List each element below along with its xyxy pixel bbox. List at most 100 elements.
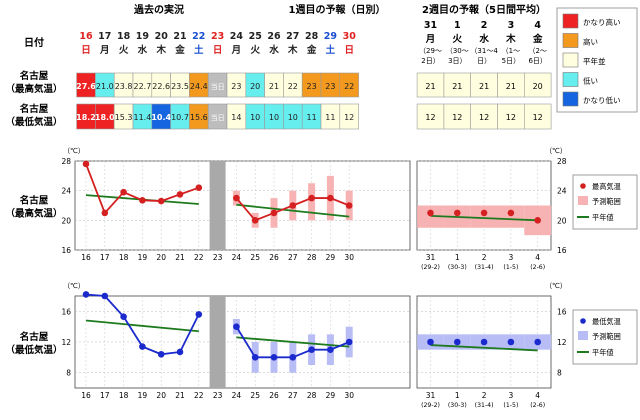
observed-line-point-17 [101, 209, 109, 217]
min-row-label-city: 名古屋 [20, 103, 49, 115]
date-weekday-28: 金 [306, 44, 317, 56]
w2-max-cell-4 [523, 72, 552, 98]
legend-marker-series [580, 318, 586, 324]
chart-row-label-kind: （最低気温） [5, 344, 62, 356]
x-tick-21: 21 [175, 253, 185, 262]
normal-line-week1 [236, 336, 350, 348]
x-tick-18: 18 [119, 253, 129, 262]
date-day-19: 19 [136, 31, 149, 42]
w2-period-b-3: 5日） [502, 57, 520, 65]
x-subtick-week2-31: (29-2) [421, 402, 440, 409]
w2-weekday-1: 火 [453, 34, 463, 45]
legend-label-normal: 平年値 [592, 213, 614, 222]
w2-range-bar-3 [497, 205, 525, 228]
min-value-26: 10 [269, 113, 279, 122]
y-tick-right: 24 [557, 187, 567, 196]
min-value-22: 15.6 [190, 113, 208, 122]
max-value-28: 23 [307, 82, 317, 91]
chart-row-label-city: 名古屋 [20, 331, 49, 343]
min-value-23: 当日 [211, 113, 225, 122]
x-tick-17: 17 [100, 391, 110, 400]
w2-day-4: 4 [534, 20, 541, 31]
w2-point-3 [507, 338, 515, 346]
date-weekday-29: 土 [326, 44, 336, 56]
forecast-line-point-29 [327, 194, 334, 202]
min-cell-30 [339, 103, 359, 130]
x-subtick-week2-4: (2-6) [530, 264, 545, 271]
date-weekday-25: 火 [250, 45, 260, 56]
forecast-line-point-24 [233, 194, 240, 202]
x-tick-week2-1: 1 [455, 253, 460, 262]
forecast-line-point-30 [345, 202, 353, 209]
max-value-29: 23 [325, 82, 335, 91]
x-tick-week2-2: 2 [482, 253, 487, 262]
max-value-23: 当日 [211, 82, 225, 91]
x-tick-23: 23 [213, 391, 223, 400]
forecast-line-point-27 [289, 354, 297, 361]
today-band [209, 296, 226, 388]
x-tick-27: 27 [288, 391, 298, 400]
date-weekday-17: 月 [99, 45, 110, 56]
y-tick-right: 28 [557, 157, 567, 166]
w2-day-3: 3 [508, 20, 515, 31]
w2-max-value-2: 21 [479, 82, 489, 91]
y-tick-right: 16 [557, 246, 567, 255]
x-tick-30: 30 [344, 253, 354, 262]
date-day-27: 27 [286, 31, 299, 42]
observed-line-point-21 [176, 348, 184, 356]
w2-point-4 [534, 338, 541, 346]
date-weekday-19: 水 [138, 44, 148, 56]
y-tick-left: 28 [61, 157, 71, 166]
min-value-27: 10 [288, 113, 298, 122]
date-weekday-22: 土 [194, 44, 204, 56]
date-day-29: 29 [324, 31, 337, 42]
x-tick-20: 20 [156, 253, 166, 262]
x-subtick-week2-3: (1-5) [503, 402, 518, 409]
w2-weekday-2: 水 [479, 33, 489, 45]
w2-range-bar-2 [470, 205, 498, 228]
date-day-22: 22 [192, 31, 205, 42]
w2-period-a-3: （1～ [502, 47, 520, 55]
header-week2: 2週目の予報（5日間平均） [422, 3, 546, 16]
max-value-16: 27.6 [76, 82, 96, 91]
x-tick-week2-31: 31 [426, 391, 436, 400]
max-cell-30 [339, 72, 359, 98]
x-subtick-week2-2: (31-4) [475, 264, 494, 271]
y-unit-right: （℃） [545, 282, 567, 290]
min-value-19: 11.4 [133, 113, 151, 122]
normal-line-week2 [430, 214, 538, 222]
min-value-24: 14 [231, 113, 241, 122]
w2-point-1 [454, 209, 461, 217]
x-tick-22: 22 [194, 253, 204, 262]
x-tick-19: 19 [138, 391, 148, 400]
observed-line-point-22 [195, 311, 203, 318]
w2-day-1: 1 [454, 20, 461, 31]
x-subtick-week2-4: (2-6) [530, 402, 545, 409]
max-row-label-city: 名古屋 [20, 70, 49, 82]
min-value-18: 15.3 [115, 113, 133, 122]
x-tick-25: 25 [250, 253, 260, 262]
w2-min-cell-4 [523, 103, 552, 130]
y-tick-left: 16 [61, 246, 71, 255]
date-day-21: 21 [173, 31, 186, 42]
chart-row-label-kind: （最高気温） [5, 208, 62, 220]
legend-label-range: 予測範囲 [592, 332, 621, 341]
date-weekday-16: 日 [81, 45, 91, 56]
header-past: 過去の実況 [133, 3, 184, 16]
legend-swatch-very_low [562, 91, 579, 107]
x-tick-28: 28 [307, 391, 317, 400]
y-tick-right: 16 [557, 307, 567, 316]
w2-max-cell-1 [443, 72, 471, 98]
w2-point-31 [427, 209, 434, 217]
x-tick-16: 16 [81, 391, 91, 400]
w2-max-value-31: 21 [425, 82, 435, 91]
w2-max-value-3: 21 [506, 82, 516, 91]
x-tick-week2-4: 4 [535, 253, 540, 262]
min-value-28: 11 [307, 113, 317, 122]
x-tick-30: 30 [344, 391, 354, 400]
date-weekday-27: 木 [287, 44, 298, 56]
observed-line-point-20 [157, 350, 165, 358]
y-tick-right: 8 [557, 369, 562, 378]
legend-marker-range [578, 331, 588, 340]
date-weekday-20: 木 [155, 44, 166, 56]
